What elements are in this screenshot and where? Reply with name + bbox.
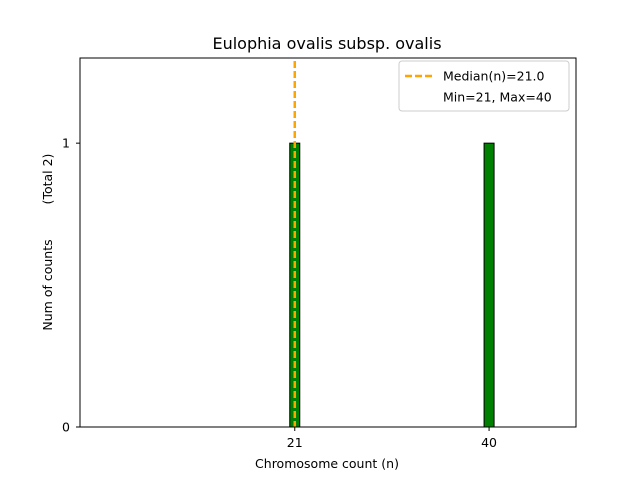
y-tick-label: 0 (62, 420, 70, 435)
y-axis-label: Num of counts (40, 239, 55, 330)
y-axis-total-label: (Total 2) (40, 154, 55, 205)
x-tick-label: 21 (287, 435, 303, 450)
legend: Median(n)=21.0 Min=21, Max=40 (398, 60, 570, 112)
x-axis-label: Chromosome count (n) (255, 456, 399, 471)
bars-group (95, 142, 546, 428)
legend-median-label: Median(n)=21.0 (443, 69, 544, 84)
legend-box (398, 60, 570, 112)
chart-title: Eulophia ovalis subsp. ovalis (212, 34, 441, 53)
legend-minmax-label: Min=21, Max=40 (443, 90, 552, 105)
plot-frame (79, 57, 577, 428)
bar (483, 142, 495, 428)
x-tick-label: 40 (481, 435, 497, 450)
y-ticks: 01 (62, 136, 80, 435)
y-tick-label: 1 (62, 136, 70, 151)
x-ticks: 21 40 (287, 427, 497, 450)
